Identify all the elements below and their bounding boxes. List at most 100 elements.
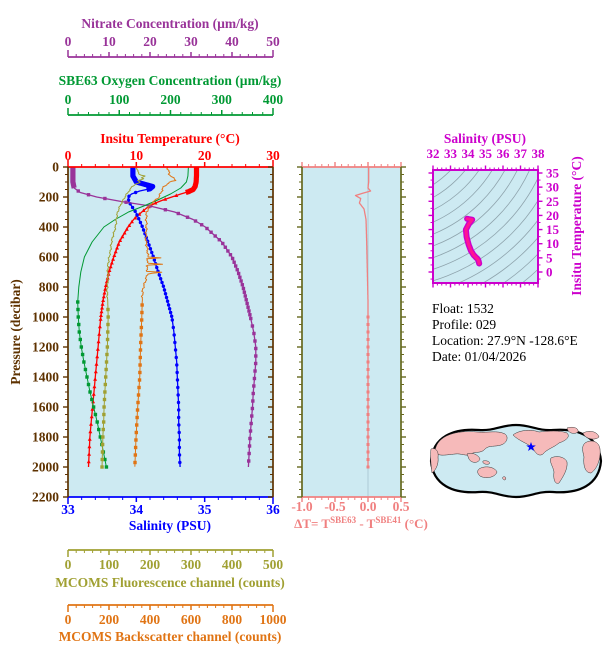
nitrate-marker <box>241 286 246 291</box>
fluorescence-marker <box>101 420 106 424</box>
nitrate-marker <box>250 324 255 328</box>
fluorescence-tick-label: 100 <box>99 557 120 572</box>
nitrate-marker <box>228 253 233 257</box>
temperature-marker <box>120 234 125 239</box>
temperature-marker <box>116 242 121 246</box>
fluorescence-marker <box>101 427 105 432</box>
nitrate-marker <box>246 305 250 309</box>
nitrate-marker <box>249 421 253 426</box>
temperature-marker <box>89 422 94 426</box>
delta-t-marker <box>366 413 370 416</box>
fluorescence-marker <box>103 390 107 394</box>
salinity-marker <box>130 205 135 210</box>
delta-t-marker <box>366 360 370 364</box>
backscatter-marker <box>133 460 137 465</box>
backscatter-tick-label: 400 <box>140 612 161 627</box>
nitrate-marker <box>103 196 107 201</box>
backscatter-marker <box>136 393 141 397</box>
fluorescence-marker <box>104 367 108 372</box>
oxygen-marker <box>91 405 96 409</box>
oxygen-tick-label: 400 <box>263 92 284 107</box>
temperature-marker <box>100 302 105 306</box>
nitrate-marker <box>217 238 221 242</box>
landmass-greenland <box>566 426 579 434</box>
salinity-tick-label: 36 <box>266 502 280 517</box>
salinity-marker <box>176 385 180 390</box>
temperature-marker <box>87 437 92 441</box>
oxygen-marker <box>86 382 91 387</box>
main-plot-background <box>68 167 273 497</box>
salinity-marker <box>137 217 141 221</box>
nitrate-marker <box>205 226 209 231</box>
pressure-tick-label: 1800 <box>32 430 59 445</box>
ts-temperature-tick-label: 10 <box>546 236 559 251</box>
ts-temperature-tick-label: 25 <box>546 194 560 209</box>
backscatter-tick-label: 800 <box>222 612 243 627</box>
fluorescence-marker <box>106 307 110 312</box>
backscatter-marker <box>135 423 139 427</box>
temperature-marker <box>111 257 116 261</box>
salinity-marker <box>169 314 174 318</box>
salinity-marker <box>177 415 181 420</box>
delta-t-marker <box>366 465 370 469</box>
nitrate-marker <box>247 451 251 456</box>
delta-t-marker <box>366 390 370 394</box>
oxygen-marker <box>104 465 109 469</box>
salinity-marker <box>152 258 157 262</box>
backscatter-marker <box>138 370 142 375</box>
nitrate-tick-label: 20 <box>143 34 157 49</box>
nitrate-marker <box>226 249 230 253</box>
ts-salinity-tick-label: 34 <box>462 146 476 161</box>
temperature-marker <box>88 429 93 434</box>
temperature-tick-label: 0 <box>65 148 72 163</box>
nitrate-marker <box>86 193 91 197</box>
temperature-marker <box>129 219 134 224</box>
nitrate-marker <box>240 283 245 287</box>
delta-t-title-suffix: (°C) <box>401 516 428 531</box>
delta-t-marker <box>366 383 370 386</box>
salinity-marker <box>141 228 146 232</box>
fluorescence-curve <box>100 167 146 469</box>
isopycnal-contour <box>433 170 436 172</box>
delta-t-curve <box>354 167 372 497</box>
delta-t-title-sup2: SBE41 <box>375 515 402 525</box>
landmass-australia <box>477 466 498 478</box>
nitrate-marker <box>254 354 258 358</box>
fluorescence-marker <box>106 330 110 334</box>
temperature-marker <box>101 298 106 303</box>
backscatter-marker <box>135 415 139 420</box>
pressure-tick-label: 1200 <box>32 340 59 355</box>
delta-t-marker <box>366 338 370 341</box>
fluorescence-marker <box>100 465 104 469</box>
temperature-marker <box>98 317 103 321</box>
nitrate-marker <box>239 279 243 283</box>
nitrate-marker <box>254 346 258 351</box>
nitrate-marker <box>242 290 247 294</box>
nitrate-marker <box>185 215 190 219</box>
nitrate-marker <box>252 331 256 336</box>
fluorescence-marker <box>103 382 108 387</box>
salinity-marker <box>177 423 181 427</box>
temperature-marker <box>99 309 104 314</box>
ts-salinity-tick-label: 38 <box>532 146 546 161</box>
delta-t-marker <box>366 420 370 424</box>
oxygen-marker <box>88 390 92 394</box>
salinity-marker <box>161 284 166 288</box>
nitrate-tick-label: 50 <box>266 34 280 49</box>
backscatter-marker <box>137 385 141 390</box>
salinity-marker <box>177 438 182 442</box>
fluorescence-marker <box>101 435 105 439</box>
delta-t-marker <box>366 315 370 319</box>
temperature-axis-title: Insitu Temperature (°C) <box>100 131 239 146</box>
landmass-europe <box>582 431 600 440</box>
oxygen-marker <box>80 352 85 357</box>
salinity-marker <box>148 247 153 251</box>
oxygen-marker <box>95 420 99 424</box>
float-location-star <box>526 442 536 451</box>
world-map <box>429 423 603 499</box>
oxygen-tick-label: 100 <box>109 92 130 107</box>
salinity-marker <box>164 295 169 300</box>
backscatter-marker <box>138 355 142 360</box>
temperature-marker <box>100 305 105 310</box>
nitrate-marker <box>236 271 241 276</box>
